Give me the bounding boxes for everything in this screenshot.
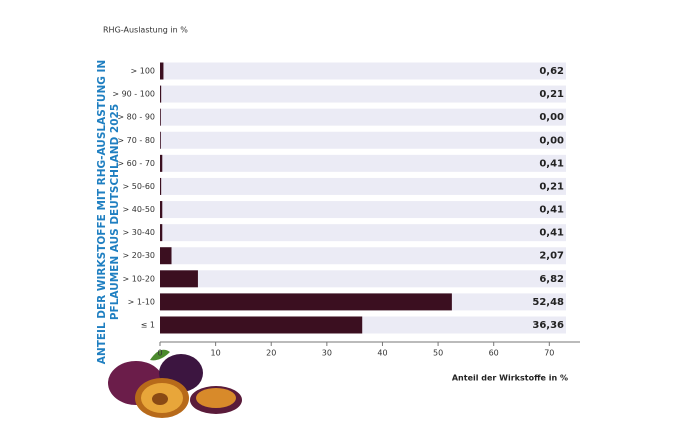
row-background — [160, 270, 566, 288]
y-tick-label: > 10-20 — [123, 274, 156, 283]
value-label: 0,41 — [539, 228, 564, 239]
bar — [160, 247, 172, 265]
x-axis-label: Anteil der Wirkstoffe in % — [452, 374, 568, 383]
chart-title: ANTEIL DER WIRKSTOFFE MIT RHG-AUSLASTUNG… — [96, 60, 108, 364]
value-label: 36,36 — [532, 320, 564, 331]
y-tick-label: > 100 — [130, 67, 155, 76]
value-label: 0,00 — [539, 135, 564, 146]
row-background — [160, 154, 566, 172]
y-tick-label: > 60 - 70 — [117, 159, 155, 168]
y-tick-label: > 70 - 80 — [117, 136, 155, 145]
row-background — [160, 131, 566, 149]
value-label: 6,82 — [539, 274, 564, 285]
y-tick-label: > 20-30 — [123, 251, 156, 260]
y-tick-label: > 1-10 — [128, 297, 155, 306]
chart-title: PFLAUMEN AUS DEUTSCHLAND 2025 — [109, 104, 121, 320]
value-label: 0,41 — [539, 158, 564, 169]
y-tick-label: > 50-60 — [123, 182, 156, 191]
bar — [160, 293, 452, 311]
plum-stone — [152, 393, 168, 405]
bar — [160, 62, 164, 80]
row-background — [160, 201, 566, 219]
y-tick-label: > 80 - 90 — [117, 113, 155, 122]
x-tick-label: 50 — [433, 349, 443, 358]
bar — [160, 201, 163, 219]
bar — [160, 154, 163, 172]
x-tick-label: 30 — [322, 349, 332, 358]
x-tick-label: 20 — [266, 349, 276, 358]
x-tick-label: 40 — [377, 349, 387, 358]
bar — [160, 270, 198, 288]
bar — [160, 131, 161, 149]
row-background — [160, 177, 566, 195]
bar — [160, 85, 162, 103]
row-background — [160, 85, 566, 103]
x-tick-label: 0 — [157, 349, 162, 358]
bar — [160, 316, 363, 334]
y-tick-label: > 30-40 — [123, 228, 156, 237]
plum-illustration — [108, 349, 242, 418]
bar — [160, 224, 163, 242]
y-tick-label: > 90 - 100 — [112, 90, 155, 99]
row-background — [160, 224, 566, 242]
value-label: 2,07 — [539, 251, 564, 262]
x-tick-label: 10 — [211, 349, 221, 358]
plum-flesh — [196, 388, 236, 408]
value-label: 0,21 — [539, 89, 564, 100]
y-axis-label: RHG-Auslastung in % — [103, 26, 188, 35]
value-label: 0,00 — [539, 112, 564, 123]
row-background — [160, 108, 566, 126]
row-background — [160, 62, 566, 80]
y-tick-label: > 40-50 — [123, 205, 156, 214]
value-label: 0,62 — [539, 66, 564, 77]
y-tick-label: ≤ 1 — [141, 320, 155, 329]
value-label: 0,41 — [539, 205, 564, 216]
title-group: ANTEIL DER WIRKSTOFFE MIT RHG-AUSLASTUNG… — [96, 60, 121, 364]
value-label: 52,48 — [532, 297, 564, 308]
value-label: 0,21 — [539, 181, 564, 192]
x-tick-label: 60 — [489, 349, 499, 358]
row-background — [160, 247, 566, 265]
bar — [160, 177, 162, 195]
leaf — [150, 349, 170, 361]
bar — [160, 108, 161, 126]
x-tick-label: 70 — [544, 349, 554, 358]
